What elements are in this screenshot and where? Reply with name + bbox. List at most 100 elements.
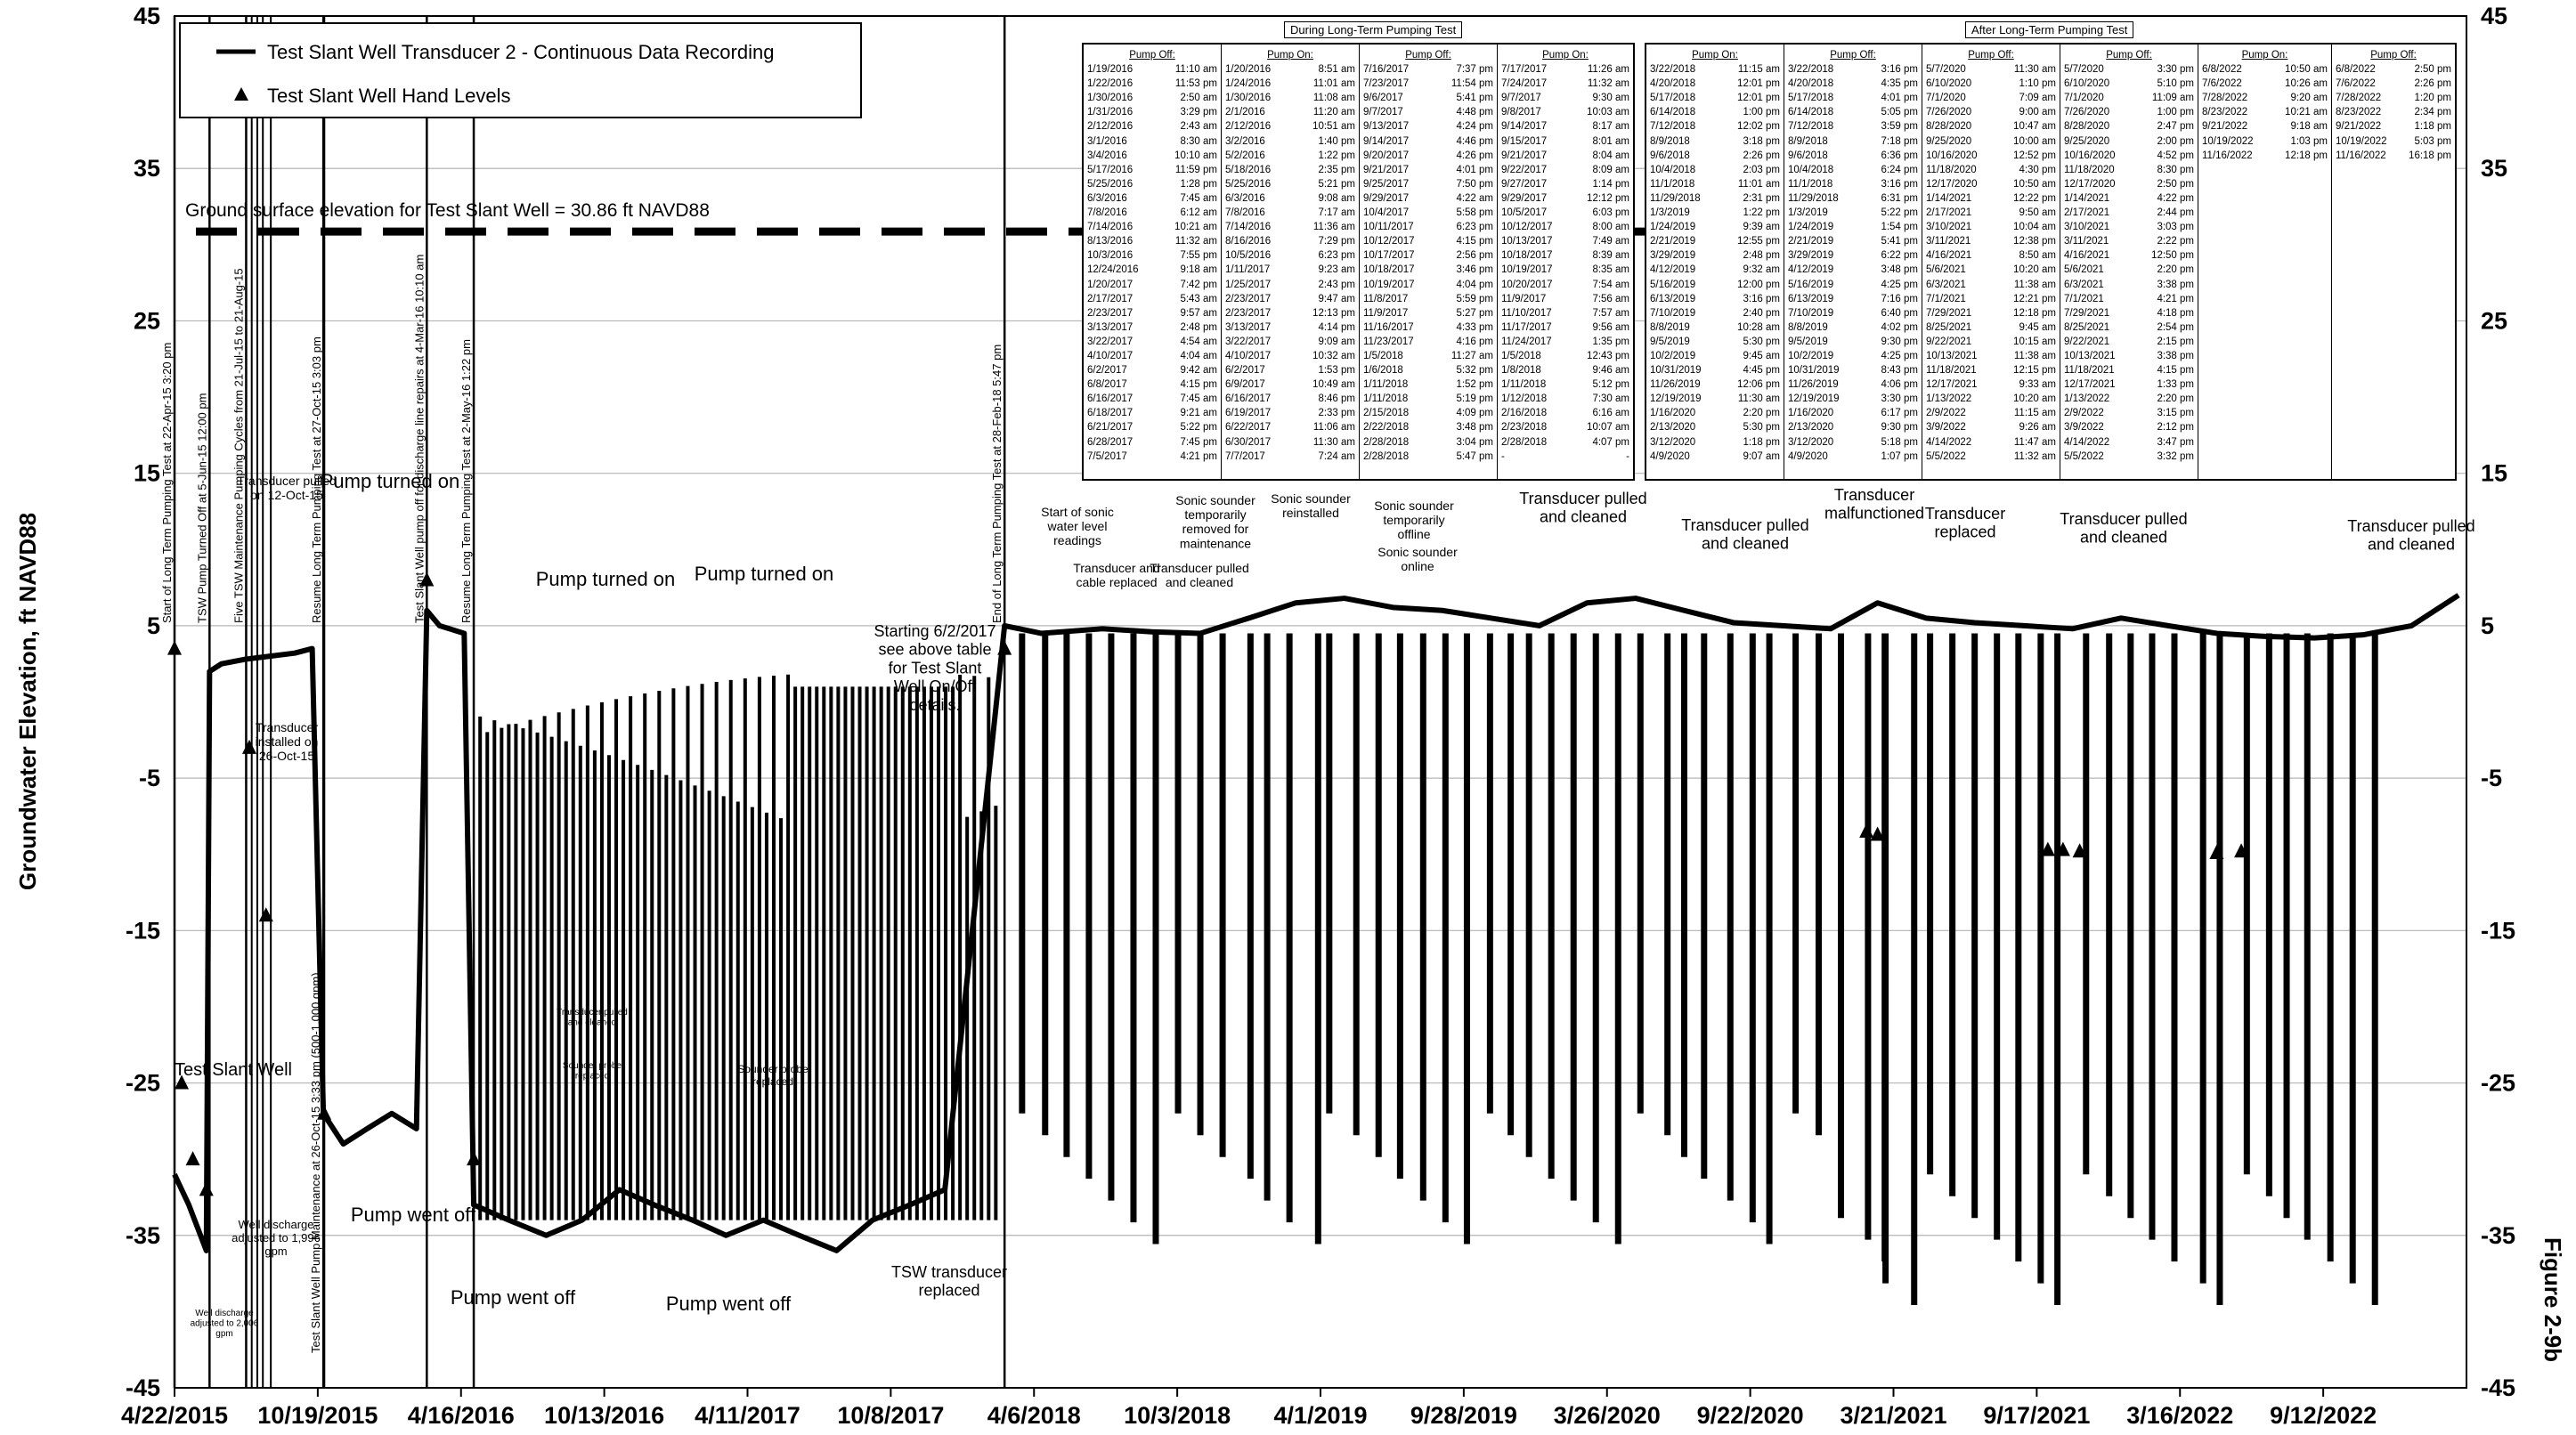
y-tick-label-right: -35 (2481, 1222, 2515, 1249)
series-line-transducer (172, 593, 2460, 1253)
table-cell: 9/6/2018 6:36 pm (1788, 150, 1918, 161)
table-cell: 4/16/2021 12:50 pm (2064, 250, 2194, 262)
chart-annotation: Transducer malfunctioned (1824, 486, 1924, 523)
table-cell: 6/14/2018 1:00 pm (1650, 107, 1780, 118)
table-column-header: Pump Off: (2370, 50, 2417, 61)
table-after-box: After Long-Term Pumping Test Pump On: 3/2… (1645, 21, 2457, 481)
table-cell: 12/24/2016 9:18 am (1087, 264, 1217, 276)
table-column-header: Pump On: (2241, 50, 2288, 61)
table-cell: 3/22/2017 9:09 am (1225, 336, 1355, 347)
table-cell: 11/18/2021 4:15 pm (2064, 365, 2194, 377)
chart-annotation: Transducer installed on 26-Oct-15 (256, 720, 319, 763)
table-cell: 6/8/2022 10:50 am (2202, 64, 2328, 76)
table-cell: 7/26/2020 1:00 pm (2064, 107, 2194, 118)
table-cell: 1/22/2016 11:53 pm (1087, 78, 1217, 90)
table-cell: 10/4/2017 5:58 pm (1363, 207, 1493, 219)
table-cell: 9/6/2017 5:41 pm (1363, 93, 1493, 104)
chart-annotation: Transducer and cable replaced (1073, 561, 1160, 589)
y-tick-label-right: 35 (2481, 155, 2507, 182)
table-cell: 3/13/2017 4:14 pm (1225, 321, 1355, 333)
chart-annotation: Transducer pulled and cleaned (1681, 516, 1808, 553)
table-cell: 3/10/2021 3:03 pm (2064, 222, 2194, 233)
table-cell: 11/8/2017 5:59 pm (1363, 293, 1493, 304)
chart-annotation: Transducer pulled on 12-Oct-15 (237, 474, 337, 502)
table-cell: 9/6/2018 2:26 pm (1650, 150, 1780, 161)
table-cell: 1/14/2021 4:22 pm (2064, 192, 2194, 204)
table-cell: 2/23/2017 12:13 pm (1225, 307, 1355, 319)
y-axis-right: -45 -35 -25 -15 -5 5 15 25 35 45 (2481, 3, 2515, 1401)
table-column-header: Pump Off: (1405, 50, 1451, 61)
plot-frame (174, 15, 2467, 1389)
table-cell: 9/21/2022 9:18 am (2202, 121, 2328, 133)
table-cell: 6/13/2019 3:16 pm (1650, 293, 1780, 304)
table-cell: 4/20/2018 12:01 pm (1650, 78, 1780, 90)
table-cell: 6/22/2017 11:06 am (1225, 422, 1355, 434)
table-cell: 3/1/2016 8:30 am (1087, 135, 1217, 147)
table-cell: 3/29/2019 2:48 pm (1650, 250, 1780, 262)
chart-annotation: Transducer pulled and cleaned (1519, 490, 1646, 526)
table-cell: 1/16/2020 2:20 pm (1650, 408, 1780, 419)
table-cell: 11/9/2017 5:27 pm (1363, 307, 1493, 319)
table-cell: 9/22/2021 2:15 pm (2064, 336, 2194, 347)
table-cell: 10/13/2021 3:38 pm (2064, 350, 2194, 361)
y-tick-label-right: -25 (2481, 1070, 2515, 1097)
x-axis: 4/22/2015 10/19/2015 4/16/2016 10/13/2016 4/… (121, 1388, 2377, 1429)
table-cell: 8/25/2021 9:45 am (1926, 321, 2056, 333)
table-cell: 9/14/2017 8:17 am (1501, 121, 1629, 133)
chart-annotation: Transducer pulled and cleaned (2347, 517, 2474, 554)
table-cell: 7/14/2016 10:21 am (1087, 222, 1217, 233)
x-tick-label: 10/19/2015 (257, 1402, 378, 1429)
table-cell: 10/12/2017 4:15 pm (1363, 236, 1493, 247)
table-cell: 10/13/2017 7:49 am (1501, 236, 1629, 247)
table-cell: 7/26/2020 9:00 am (1926, 107, 2056, 118)
y-tick-label: -35 (126, 1222, 160, 1249)
table-cell: 12/17/2021 1:33 pm (2064, 379, 2194, 391)
event-label: Test Slant Well pump off for discharge l… (412, 255, 426, 623)
table-cell: 10/19/2022 5:03 pm (2336, 135, 2451, 147)
table-cell: 3/11/2021 2:22 pm (2064, 236, 2194, 247)
table-cell: 8/8/2019 10:28 am (1650, 321, 1780, 333)
table-cell: 6/18/2017 9:21 am (1087, 408, 1217, 419)
table-cell: 3/2/2016 1:40 pm (1225, 135, 1355, 147)
table-cell: 12/17/2020 10:50 am (1926, 178, 2056, 190)
legend-entry: Test Slant Well Transducer 2 - Continuou… (267, 41, 774, 63)
table-cell: 4/9/2020 9:07 am (1650, 450, 1780, 462)
x-tick-label: 4/11/2017 (695, 1402, 800, 1429)
hand-level-point (2040, 841, 2055, 856)
hand-level-point (175, 1074, 190, 1090)
hand-level-point (258, 907, 273, 922)
y-tick-label: 35 (134, 155, 160, 182)
table-cell: 9/25/2020 10:00 am (1926, 135, 2056, 147)
table-cell: 6/2/2017 9:42 am (1087, 365, 1217, 377)
table-cell: 8/23/2022 2:34 pm (2336, 107, 2451, 118)
table-cell: 4/10/2017 10:32 am (1225, 350, 1355, 361)
table-cell: 9/21/2017 8:04 am (1501, 150, 1629, 161)
table-cell: 8/28/2020 10:47 am (1926, 121, 2056, 133)
table-cell: 9/15/2017 8:01 am (1501, 135, 1629, 147)
table-after-title: After Long-Term Pumping Test (1965, 21, 2134, 38)
table-cell: 1/12/2018 7:30 am (1501, 393, 1629, 405)
chart-annotation: Starting 6/2/2017 see above table for Test… (874, 622, 995, 714)
chart-annotation: Pump went off (351, 1204, 476, 1226)
table-cell: 2/12/2016 2:43 am (1087, 121, 1217, 133)
table-cell: 12/19/2019 11:30 am (1650, 393, 1780, 405)
table-cell: 1/11/2017 9:23 am (1225, 264, 1355, 276)
chart-annotation: Sonic sounder reinstalled (1271, 491, 1351, 520)
y-tick-label-right: 45 (2481, 3, 2507, 29)
table-cell: 1/24/2016 11:01 am (1225, 78, 1355, 90)
annotations: Transducer pulled on 12-Oct-15 Transducer i… (175, 470, 2475, 1339)
table-cell: 3/12/2020 1:18 pm (1650, 436, 1780, 448)
chart-annotation: TSW transducer replaced (891, 1263, 1007, 1300)
table-cell: 8/25/2021 2:54 pm (2064, 321, 2194, 333)
table-column-header: Pump Off: (1968, 50, 2014, 61)
table-cell: 9/7/2017 9:30 am (1501, 93, 1629, 104)
y-tick-label: 5 (147, 612, 160, 639)
table-cell: 1/8/2018 9:46 am (1501, 365, 1629, 377)
table-cell: 7/23/2017 11:54 pm (1363, 78, 1493, 90)
table-cell: 11/26/2019 4:06 pm (1788, 379, 1918, 391)
table-cell: 2/13/2020 5:30 pm (1650, 422, 1780, 434)
table-cell: 8/9/2018 3:18 pm (1650, 135, 1780, 147)
table-cell: 7/10/2019 2:40 pm (1650, 307, 1780, 319)
legend-triangle-swatch (234, 87, 248, 101)
hand-level-point (2072, 843, 2087, 858)
